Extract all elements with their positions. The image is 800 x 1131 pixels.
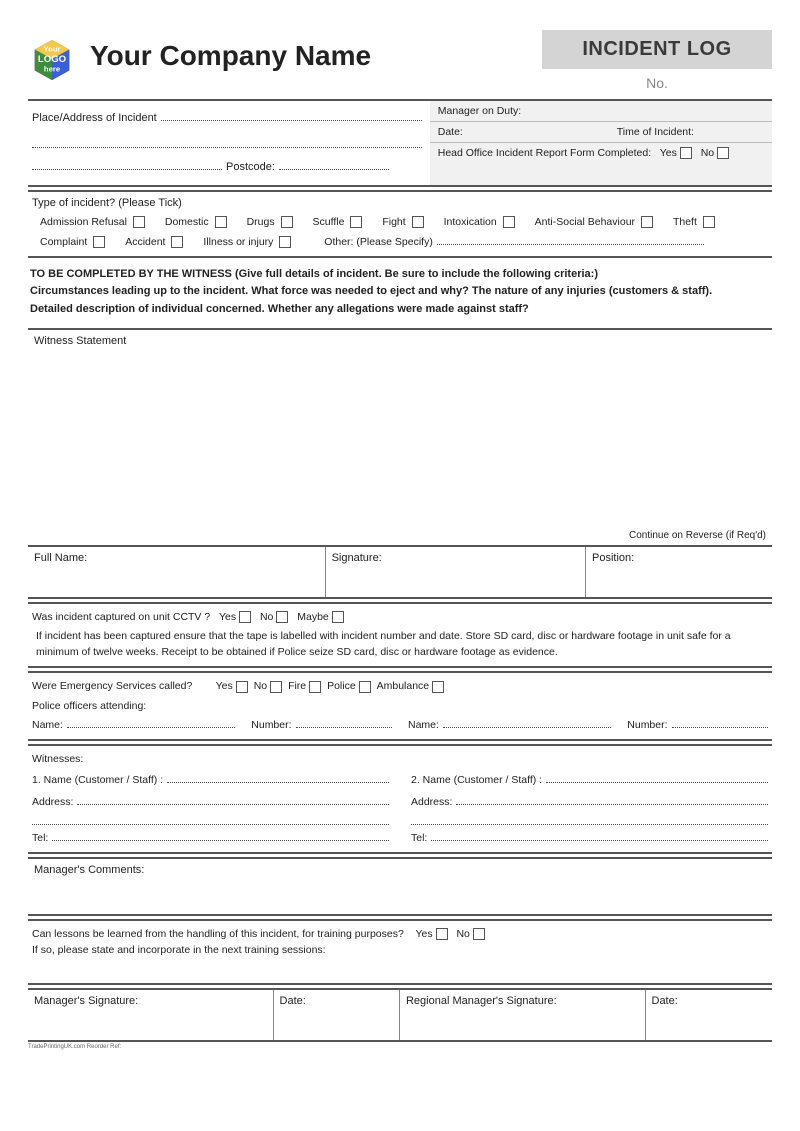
witnesses-title: Witnesses: [32,751,768,767]
type-checkbox[interactable] [133,216,145,228]
section-witnesses: Witnesses: 1. Name (Customer / Staff) : … [28,744,772,854]
type-option: Scuffle [313,216,373,228]
position-field[interactable]: Position: [586,547,772,597]
type-title: Type of incident? (Please Tick) [32,197,768,209]
hq-no-checkbox[interactable] [717,147,729,159]
date-time-row[interactable]: Date:Time of Incident: [430,122,772,143]
signature-row: Manager's Signature: Date: Regional Mana… [28,988,772,1042]
witness-statement-label: Witness Statement [34,335,126,347]
witness-statement-box[interactable]: Witness Statement Continue on Reverse (i… [28,328,772,546]
type-checkbox[interactable] [412,216,424,228]
lessons-sub: If so, please state and incorporate in t… [32,942,768,958]
manager-on-duty[interactable]: Manager on Duty: [430,101,772,122]
police-name-1[interactable] [67,718,235,728]
type-option: Theft [673,216,725,228]
svg-text:LOGO: LOGO [38,54,67,65]
lessons-no-checkbox[interactable] [473,928,485,940]
other-label: Other: (Please Specify) [324,236,433,248]
cctv-question: Was incident captured on unit CCTV ? [32,611,210,623]
type-checkbox[interactable] [281,216,293,228]
police-num-1[interactable] [296,718,392,728]
lessons-yes-checkbox[interactable] [436,928,448,940]
type-checkbox[interactable] [350,216,362,228]
emg-police-checkbox[interactable] [359,681,371,693]
type-option: Intoxication [444,216,525,228]
type-checkbox[interactable] [279,236,291,248]
witness-1-block[interactable]: 1. Name (Customer / Staff) : Address: Te… [32,767,389,846]
lessons-question: Can lessons be learned from the handling… [32,928,404,940]
witness-id-row: Full Name: Signature: Position: [28,546,772,599]
manager-block: Manager on Duty: Date:Time of Incident: … [430,101,772,185]
type-option: Admission Refusal [40,216,155,228]
section-cctv: Was incident captured on unit CCTV ? Yes… [28,602,772,669]
type-checkbox[interactable] [503,216,515,228]
section-emergency: Were Emergency Services called? Yes No F… [28,671,772,741]
type-option: Complaint [40,236,115,248]
type-checkbox[interactable] [703,216,715,228]
hq-yes-checkbox[interactable] [680,147,692,159]
emg-yes-checkbox[interactable] [236,681,248,693]
footer-ref: TradePrintingUK.com Reorder Ref: [28,1044,772,1050]
type-option: Illness or injury [203,236,301,248]
manager-signature[interactable]: Manager's Signature: [28,990,274,1040]
section-location-manager: Place/Address of Incident Postcode: Mana… [28,99,772,187]
cctv-no-checkbox[interactable] [276,611,288,623]
emg-ambulance-checkbox[interactable] [432,681,444,693]
title-badge-wrap: INCIDENT LOG No. [542,30,772,91]
police-num-2[interactable] [672,718,768,728]
emergency-question: Were Emergency Services called? [32,680,192,692]
type-checkbox[interactable] [93,236,105,248]
type-option: Accident [125,236,193,248]
header: Your LOGO here Your Company Name INCIDEN… [28,30,772,91]
type-option: Fight [382,216,433,228]
section-lessons[interactable]: Can lessons be learned from the handling… [28,919,772,985]
witness-instructions: TO BE COMPLETED BY THE WITNESS (Give ful… [28,258,772,327]
place-address-block[interactable]: Place/Address of Incident Postcode: [28,101,430,185]
police-attending-label: Police officers attending: [32,698,768,714]
manager-comments-box[interactable]: Manager's Comments: [28,857,772,916]
emg-no-checkbox[interactable] [270,681,282,693]
type-checkbox[interactable] [641,216,653,228]
regional-date[interactable]: Date: [646,990,772,1040]
manager-date[interactable]: Date: [274,990,400,1040]
place-label: Place/Address of Incident [32,107,157,130]
cctv-maybe-checkbox[interactable] [332,611,344,623]
logo-placeholder: Your LOGO here [28,36,76,84]
section-incident-type: Type of incident? (Please Tick) Admissio… [28,190,772,258]
type-option: Anti-Social Behaviour [535,216,663,228]
witness-2-block[interactable]: 2. Name (Customer / Staff) : Address: Te… [411,767,768,846]
police-name-2[interactable] [443,718,611,728]
cctv-note: If incident has been captured ensure tha… [32,628,768,661]
svg-text:here: here [44,65,60,74]
signature-field[interactable]: Signature: [326,547,586,597]
company-name: Your Company Name [90,30,542,72]
type-option: Drugs [247,216,303,228]
regional-signature[interactable]: Regional Manager's Signature: [400,990,646,1040]
svg-text:Your: Your [44,44,61,53]
postcode-label: Postcode: [226,156,275,179]
manager-comments-label: Manager's Comments: [34,864,144,876]
incident-number-label: No. [542,75,772,91]
type-checkbox[interactable] [171,236,183,248]
type-option: Domestic [165,216,237,228]
type-checkbox[interactable] [215,216,227,228]
cctv-yes-checkbox[interactable] [239,611,251,623]
type-row-2: Complaint Accident Illness or injury Oth… [32,235,768,248]
full-name-field[interactable]: Full Name: [28,547,326,597]
continue-reverse: Continue on Reverse (if Req'd) [629,530,766,541]
title-badge: INCIDENT LOG [542,30,772,69]
type-row-1: Admission Refusal Domestic Drugs Scuffle… [32,216,768,228]
emg-fire-checkbox[interactable] [309,681,321,693]
hq-report-row: Head Office Incident Report Form Complet… [430,143,772,163]
